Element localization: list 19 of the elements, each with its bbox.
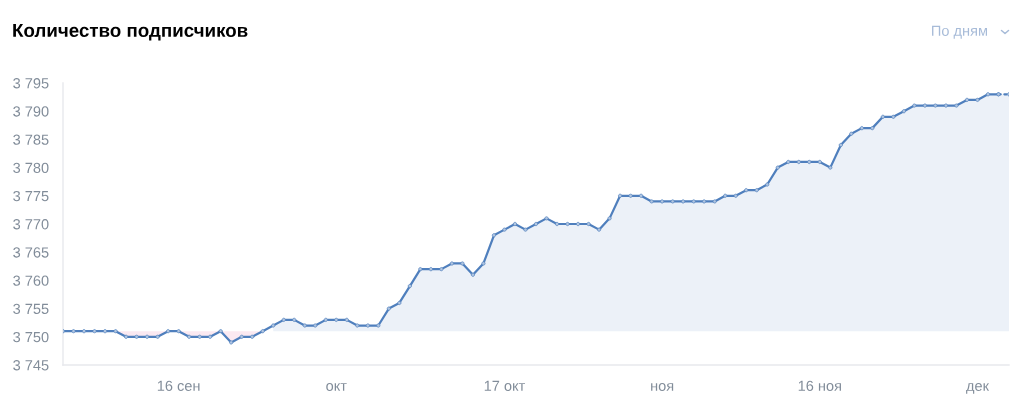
x-tick-label: 16 сен <box>157 380 200 391</box>
y-tick-label: 3 785 <box>13 134 49 145</box>
x-tick-label: дек <box>966 383 990 394</box>
x-tick-label: ноя <box>651 383 674 391</box>
text: По дням <box>932 25 987 39</box>
y-tick-label: 3 750 <box>13 331 49 343</box>
y-tick-label: 3 765 <box>13 247 49 258</box>
chart-title: Количество подписчиков <box>13 23 248 41</box>
x-tick-label: 17 окт <box>484 380 526 391</box>
y-tick-label: 3 755 <box>13 303 49 315</box>
y-tick-label: 3 770 <box>13 219 49 230</box>
y-tick-label: 3 745 <box>13 360 49 371</box>
y-tick-label: 3 775 <box>13 190 49 202</box>
y-tick-label: 3 780 <box>13 162 49 174</box>
y-tick-label: 3 795 <box>13 78 49 89</box>
x-tick-label: 16 ноя <box>798 380 841 391</box>
y-tick-label: 3 760 <box>13 275 49 286</box>
y-tick-label: 3 790 <box>13 106 49 117</box>
x-tick-label: окт <box>326 383 347 391</box>
